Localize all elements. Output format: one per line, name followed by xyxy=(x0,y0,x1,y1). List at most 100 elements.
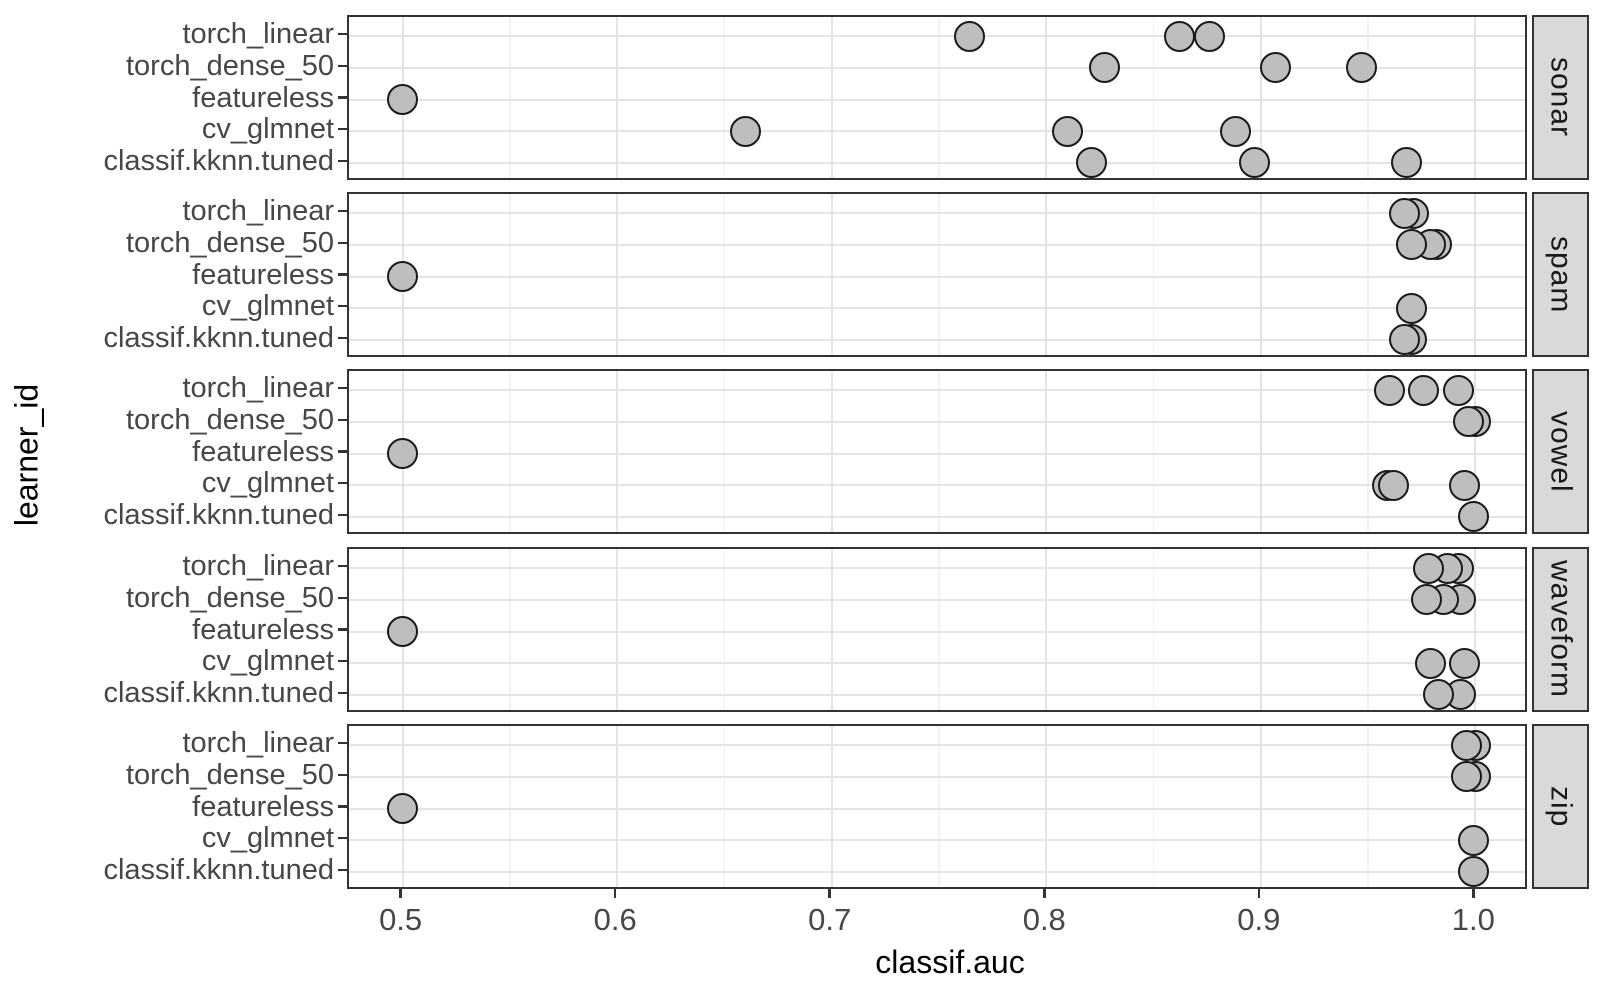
y-axis-tick xyxy=(338,481,347,485)
x-axis-label-0.7: 0.7 xyxy=(808,902,852,937)
data-point-vowel-featureless xyxy=(387,438,419,469)
gridline-row xyxy=(349,161,1525,164)
data-point-sonar-torch_dense_50 xyxy=(1088,52,1120,84)
gridline-major xyxy=(830,17,833,178)
gridline-minor xyxy=(509,371,511,532)
x-axis-tick xyxy=(399,889,402,898)
data-point-zip-torch_linear xyxy=(1451,729,1483,761)
y-axis-label-torch_linear: torch_linear xyxy=(182,18,334,51)
data-point-waveform-torch_dense_50 xyxy=(1410,584,1442,616)
y-axis-label-classif.kknn.tuned: classif.kknn.tuned xyxy=(103,321,334,354)
y-axis-tick xyxy=(338,741,347,745)
y-axis-tick xyxy=(338,836,347,840)
gridline-minor xyxy=(938,549,940,710)
data-point-waveform-torch_linear xyxy=(1412,552,1444,584)
gridline-major xyxy=(830,549,833,710)
gridline-major xyxy=(830,371,833,532)
data-point-sonar-classif.kknn.tuned xyxy=(1391,147,1423,179)
gridline-minor xyxy=(723,726,726,887)
y-axis-label-cv_glmnet: cv_glmnet xyxy=(201,467,334,500)
gridline-minor xyxy=(1152,194,1155,355)
data-point-zip-torch_dense_50 xyxy=(1451,761,1483,793)
y-axis-tick xyxy=(338,868,347,872)
y-axis-label-cv_glmnet: cv_glmnet xyxy=(201,290,334,323)
data-point-waveform-featureless xyxy=(387,616,419,647)
y-axis-tick xyxy=(338,659,347,663)
y-axis-tick xyxy=(338,596,347,600)
gridline-row xyxy=(349,420,1525,423)
facet-panel-zip xyxy=(347,724,1527,889)
data-point-sonar-cv_glmnet xyxy=(1219,115,1251,147)
y-axis-label-torch_dense_50: torch_dense_50 xyxy=(126,226,334,259)
gridline-row xyxy=(349,598,1525,601)
facet-strip-label: zip xyxy=(1544,785,1578,828)
gridline-minor xyxy=(938,371,940,532)
data-point-sonar-torch_dense_50 xyxy=(1346,52,1378,84)
data-point-sonar-cv_glmnet xyxy=(730,115,762,147)
data-point-sonar-classif.kknn.tuned xyxy=(1075,147,1107,179)
y-axis-tick xyxy=(338,159,347,163)
data-point-vowel-torch_linear xyxy=(1442,374,1474,406)
data-point-zip-cv_glmnet xyxy=(1457,824,1489,856)
y-axis-tick xyxy=(338,127,347,131)
facet-panel-sonar xyxy=(347,15,1527,180)
gridline-row xyxy=(349,98,1525,101)
y-axis-tick xyxy=(338,628,347,631)
gridline-row xyxy=(349,452,1525,455)
data-point-sonar-classif.kknn.tuned xyxy=(1238,147,1270,179)
gridline-major xyxy=(1259,371,1262,532)
y-axis-tick xyxy=(338,386,347,390)
y-axis-tick xyxy=(338,564,347,568)
x-axis-label-0.5: 0.5 xyxy=(379,902,423,937)
gridline-row xyxy=(349,693,1525,696)
gridline-row xyxy=(349,870,1525,873)
facet-panel-spam xyxy=(347,192,1527,357)
gridline-row xyxy=(349,807,1525,810)
gridline-major xyxy=(1474,726,1477,887)
gridline-row xyxy=(349,630,1525,633)
gridline-row xyxy=(349,839,1525,842)
data-point-sonar-featureless xyxy=(387,84,419,115)
x-axis-tick xyxy=(1043,889,1046,898)
data-point-spam-featureless xyxy=(387,261,419,292)
gridline-minor xyxy=(723,17,726,178)
y-axis-label-torch_linear: torch_linear xyxy=(182,550,334,583)
gridline-minor xyxy=(1367,371,1369,532)
data-point-sonar-torch_linear xyxy=(953,20,985,52)
data-point-vowel-cv_glmnet xyxy=(1378,469,1410,501)
gridline-row xyxy=(349,484,1525,487)
y-axis-label-featureless: featureless xyxy=(192,790,334,823)
y-axis-label-featureless: featureless xyxy=(192,435,334,468)
data-point-zip-featureless xyxy=(387,793,419,824)
gridline-major xyxy=(1259,194,1262,355)
y-axis-label-featureless: featureless xyxy=(192,81,334,114)
gridline-row xyxy=(349,338,1525,341)
gridline-major xyxy=(616,194,619,355)
gridline-row xyxy=(349,389,1525,392)
gridline-major xyxy=(1474,194,1477,355)
gridline-row xyxy=(349,130,1525,133)
gridline-row xyxy=(349,567,1525,570)
gridline-minor xyxy=(509,194,511,355)
gridline-major xyxy=(1474,371,1477,532)
gridline-minor xyxy=(723,371,726,532)
x-axis-title: classif.auc xyxy=(875,944,1025,980)
facet-strip-label: waveform xyxy=(1544,560,1578,699)
gridline-row xyxy=(349,515,1525,518)
y-axis-tick xyxy=(338,418,347,422)
facet-panel-waveform xyxy=(347,547,1527,712)
facet-strip-sonar: sonar xyxy=(1532,15,1589,180)
gridline-row xyxy=(349,35,1525,38)
y-axis-label-classif.kknn.tuned: classif.kknn.tuned xyxy=(103,144,334,177)
data-point-vowel-torch_linear xyxy=(1408,374,1440,406)
x-axis-label-0.6: 0.6 xyxy=(593,902,637,937)
y-axis-label-torch_linear: torch_linear xyxy=(182,195,334,228)
gridline-row xyxy=(349,662,1525,665)
x-axis-tick xyxy=(1472,889,1475,898)
x-axis-label-0.9: 0.9 xyxy=(1237,902,1281,937)
y-axis-label-torch_dense_50: torch_dense_50 xyxy=(126,581,334,614)
gridline-minor xyxy=(723,194,726,355)
data-point-sonar-torch_dense_50 xyxy=(1260,52,1292,84)
gridline-row xyxy=(349,775,1525,778)
